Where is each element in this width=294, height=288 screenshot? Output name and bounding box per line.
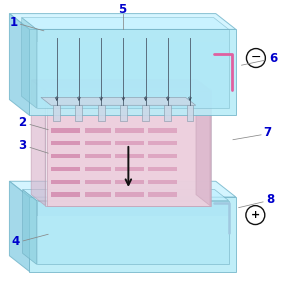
Polygon shape [98, 105, 105, 121]
Circle shape [246, 206, 265, 225]
Polygon shape [51, 179, 80, 184]
Polygon shape [9, 14, 236, 29]
Text: −: − [251, 51, 261, 64]
Polygon shape [21, 18, 37, 108]
Polygon shape [148, 154, 177, 158]
Polygon shape [51, 141, 80, 145]
Polygon shape [47, 91, 210, 206]
Polygon shape [9, 181, 236, 197]
Polygon shape [196, 80, 210, 206]
Polygon shape [29, 29, 236, 115]
Polygon shape [37, 201, 229, 264]
Polygon shape [31, 80, 45, 206]
Polygon shape [29, 197, 236, 272]
Polygon shape [116, 154, 144, 158]
Polygon shape [53, 105, 60, 121]
Text: 6: 6 [269, 52, 277, 65]
Circle shape [246, 49, 265, 67]
Text: +: + [251, 209, 260, 219]
Text: 1: 1 [10, 16, 18, 29]
Polygon shape [85, 179, 111, 184]
Polygon shape [142, 105, 149, 121]
Polygon shape [21, 18, 229, 29]
Polygon shape [116, 192, 144, 197]
Polygon shape [164, 105, 171, 121]
Polygon shape [187, 105, 193, 121]
Polygon shape [51, 167, 80, 171]
Text: 2: 2 [18, 116, 26, 129]
Polygon shape [85, 141, 111, 145]
Text: 7: 7 [263, 126, 271, 139]
Polygon shape [45, 91, 211, 206]
Polygon shape [51, 154, 80, 158]
Polygon shape [31, 80, 211, 91]
Polygon shape [120, 105, 127, 121]
Polygon shape [148, 167, 177, 171]
Polygon shape [23, 190, 37, 264]
Polygon shape [9, 14, 29, 115]
Polygon shape [116, 128, 144, 132]
Polygon shape [85, 154, 111, 158]
Polygon shape [45, 88, 211, 206]
Polygon shape [116, 141, 144, 145]
Text: 8: 8 [266, 193, 274, 206]
Polygon shape [148, 192, 177, 197]
Polygon shape [37, 216, 229, 264]
Text: 5: 5 [118, 3, 127, 16]
Polygon shape [148, 179, 177, 184]
Polygon shape [51, 192, 80, 197]
Text: 3: 3 [18, 139, 26, 152]
Polygon shape [37, 29, 229, 108]
Polygon shape [148, 141, 177, 145]
Polygon shape [33, 80, 210, 91]
Polygon shape [116, 167, 144, 171]
Polygon shape [41, 97, 196, 105]
Polygon shape [85, 128, 111, 132]
Polygon shape [23, 190, 229, 201]
Polygon shape [51, 128, 80, 132]
Polygon shape [116, 179, 144, 184]
Text: 4: 4 [11, 235, 19, 248]
Polygon shape [85, 167, 111, 171]
Polygon shape [148, 128, 177, 132]
Polygon shape [9, 181, 29, 272]
Polygon shape [76, 105, 82, 121]
Polygon shape [37, 42, 229, 108]
Polygon shape [85, 192, 111, 197]
